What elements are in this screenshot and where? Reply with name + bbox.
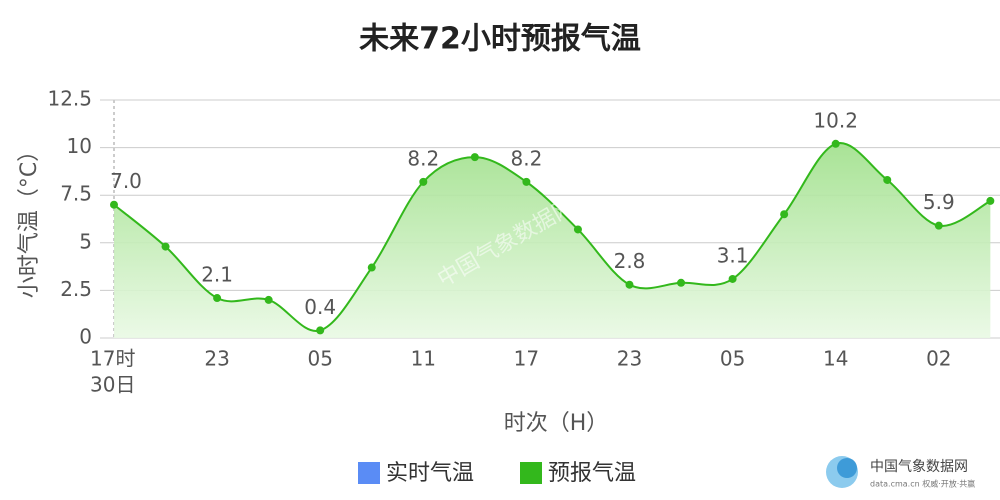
x-axis-label: 时次（H） (504, 411, 609, 436)
x-tick-label: 05 (720, 347, 745, 371)
legend-label: 实时气温 (386, 461, 474, 486)
data-label: 8.2 (407, 146, 439, 170)
data-label: 5.9 (923, 190, 955, 214)
x-tick-label: 17时 (90, 347, 135, 371)
chart-title: 未来72小时预报气温 (359, 22, 641, 57)
point (316, 326, 325, 335)
point (470, 153, 479, 162)
point (573, 225, 582, 234)
logo (837, 458, 857, 478)
y-tick-label: 7.5 (60, 182, 92, 206)
point (213, 294, 222, 303)
x-tick-label: 23 (617, 347, 642, 371)
data-label: 2.1 (201, 263, 233, 287)
point (934, 221, 943, 230)
point (677, 278, 686, 287)
x-tick-label: 30日 (90, 373, 135, 397)
watermark-name: 中国气象数据网 (870, 459, 968, 475)
data-label: 8.2 (510, 146, 542, 170)
y-tick-label: 12.5 (47, 87, 92, 111)
point (161, 242, 170, 251)
data-label: 10.2 (813, 108, 858, 132)
x-tick-label: 23 (204, 347, 229, 371)
x-tick-label: 14 (823, 347, 848, 371)
x-tick-label: 17 (514, 347, 539, 371)
point (625, 280, 634, 289)
point (367, 263, 376, 272)
watermark-tagline: data.cma.cn 权威·开放·共赢 (870, 479, 975, 489)
point (419, 177, 428, 186)
data-label: 0.4 (304, 295, 336, 319)
x-tick-label: 05 (307, 347, 332, 371)
y-tick-label: 10 (67, 134, 92, 158)
data-label: 7.0 (110, 169, 142, 193)
point (780, 210, 789, 219)
y-tick-label: 5 (79, 229, 92, 253)
y-axis-label: 小时气温（°C） (17, 140, 42, 298)
x-tick-label: 02 (926, 347, 951, 371)
x-tick-label: 11 (411, 347, 436, 371)
y-tick-label: 2.5 (60, 277, 92, 301)
data-label: 2.8 (614, 249, 646, 273)
point (831, 139, 840, 148)
data-label: 3.1 (717, 243, 749, 267)
point (883, 175, 892, 184)
legend-swatch (358, 462, 380, 484)
area (114, 143, 991, 338)
point (264, 295, 273, 304)
point (728, 274, 737, 283)
point (110, 200, 118, 209)
y-tick-label: 0 (79, 325, 92, 349)
point (986, 196, 995, 205)
point (522, 177, 531, 186)
legend-label: 预报气温 (548, 461, 636, 486)
legend-swatch (520, 462, 542, 484)
